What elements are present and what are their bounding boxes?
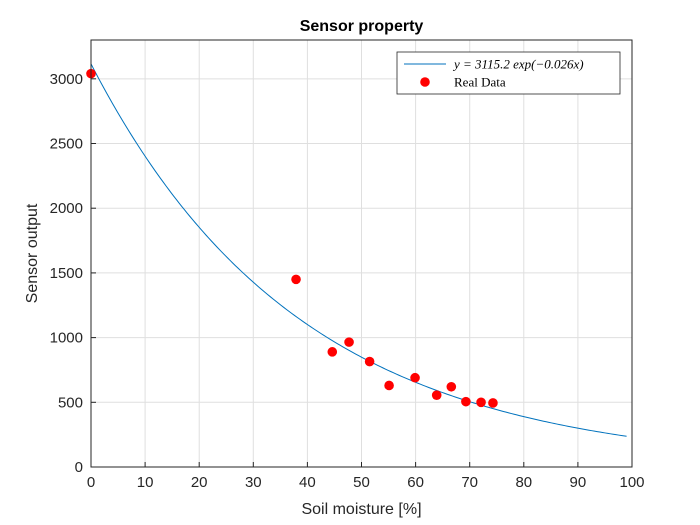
x-tick-label: 90 [570,474,587,491]
x-tick-label: 20 [191,474,208,491]
data-point [476,397,486,408]
y-tick-label: 1000 [50,330,83,347]
x-tick-label: 100 [619,474,644,491]
legend-real-data-label: Real Data [454,75,506,90]
x-axis-label: Soil moisture [%] [301,501,421,518]
series-layer [86,63,627,437]
data-point [410,372,420,383]
legend-real-data-swatch [420,77,430,87]
data-point [431,390,442,400]
data-point [327,347,338,357]
chart-title: Sensor property [300,18,424,35]
data-point [364,356,375,367]
y-tick-label: 2500 [50,136,83,153]
data-point [291,274,301,285]
y-tick-label: 3000 [50,71,83,88]
x-tick-label: 60 [407,474,424,491]
y-tick-label: 2000 [50,200,83,217]
y-tick-label: 0 [75,459,83,476]
x-tick-label: 50 [353,474,370,491]
x-tick-label: 30 [245,474,262,491]
data-point [384,380,394,391]
data-point [344,337,354,347]
y-tick-label: 500 [58,394,83,411]
data-point [446,381,457,392]
y-axis-label: Sensor output [24,203,41,303]
x-tick-label: 70 [461,474,478,491]
y-tick-label: 1500 [50,265,83,282]
data-point [488,398,498,408]
data-point [461,396,471,407]
x-tick-label: 80 [515,474,532,491]
x-tick-label: 0 [87,474,95,491]
legend-fit-line-label: y = 3115.2 exp(−0.026x) [452,57,584,72]
legend-box [396,51,621,95]
x-tick-label: 40 [299,474,316,491]
legend: y = 3115.2 exp(−0.026x) Real Data [396,51,621,95]
fit-curve [90,63,627,437]
ticks: 0 10 20 30 40 50 60 70 80 90 100050010001500200025… [50,71,645,491]
x-tick-label: 10 [137,474,154,491]
